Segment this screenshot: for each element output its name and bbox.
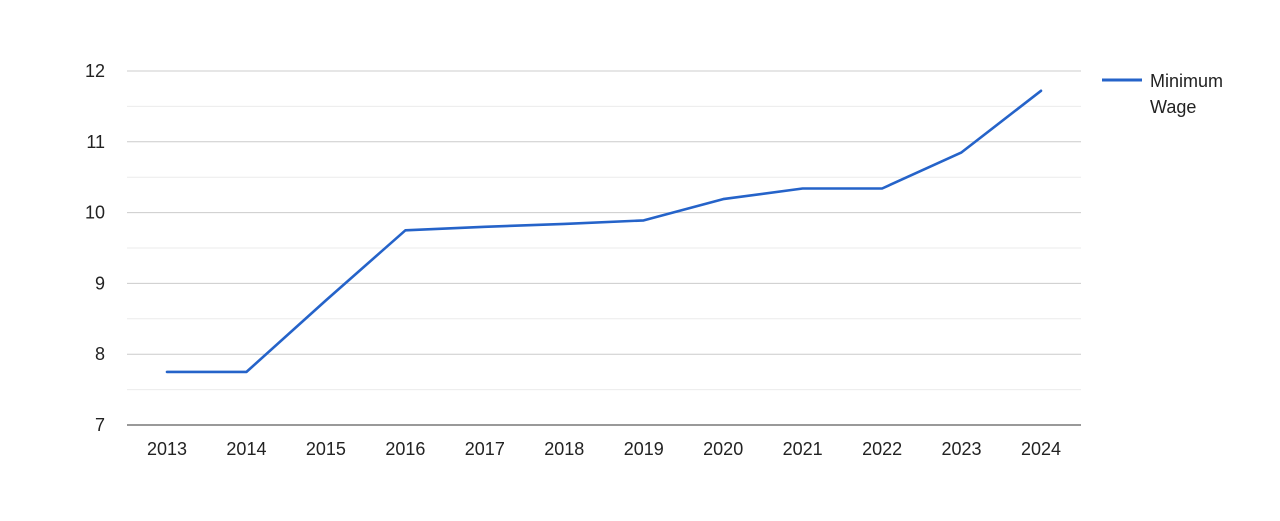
x-tick-label: 2020 xyxy=(703,439,743,459)
y-axis-tick-labels: 7 8 9 10 11 12 xyxy=(85,61,105,435)
y-tick-label: 12 xyxy=(85,61,105,81)
y-tick-label: 9 xyxy=(95,273,105,293)
x-tick-label: 2013 xyxy=(147,439,187,459)
y-tick-label: 11 xyxy=(86,132,105,152)
x-axis-tick-labels: 2013 2014 2015 2016 2017 2018 2019 2020 2021 2022… xyxy=(147,439,1061,459)
x-tick-label: 2018 xyxy=(544,439,584,459)
legend-label-line-1: Minimum xyxy=(1150,71,1223,91)
gridlines xyxy=(127,70,1081,426)
x-tick-label: 2017 xyxy=(465,439,505,459)
x-tick-label: 2022 xyxy=(862,439,902,459)
x-tick-label: 2015 xyxy=(306,439,346,459)
series-lines xyxy=(165,89,1043,374)
x-tick-label: 2019 xyxy=(624,439,664,459)
x-tick-label: 2024 xyxy=(1021,439,1061,459)
x-tick-label: 2016 xyxy=(385,439,425,459)
x-tick-label: 2021 xyxy=(783,439,823,459)
legend-label-line-2: Wage xyxy=(1150,97,1196,117)
x-tick-label: 2014 xyxy=(226,439,266,459)
y-tick-label: 8 xyxy=(95,344,105,364)
x-tick-label: 2023 xyxy=(942,439,982,459)
legend: Minimum Wage xyxy=(1102,71,1223,117)
series-line-minimum-wage xyxy=(165,89,1043,374)
y-tick-label: 7 xyxy=(95,415,105,435)
y-tick-label: 10 xyxy=(85,203,105,223)
